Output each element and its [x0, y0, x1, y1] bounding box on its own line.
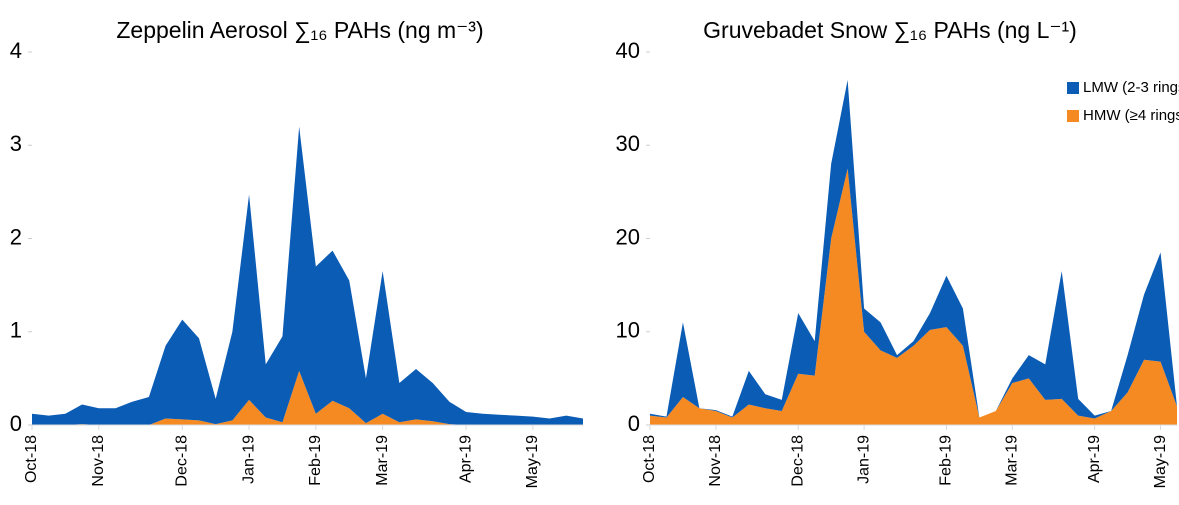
x-tick-label: Dec-18 — [789, 435, 806, 487]
y-tick-label: 2 — [10, 224, 22, 249]
chart-title: Gruvebadet Snow ∑₁₆ PAHs (ng L⁻¹) — [703, 17, 1077, 43]
x-tick-label: Nov-18 — [707, 435, 724, 487]
y-tick-label: 4 — [10, 38, 22, 63]
area — [32, 126, 583, 425]
legend-label: HMW (≥4 rings) — [1083, 107, 1179, 124]
y-tick-label: 30 — [616, 131, 640, 156]
x-tick-label: Apr-19 — [457, 435, 474, 483]
x-tick-label: Jan-19 — [240, 435, 257, 484]
legend-label: LMW (2-3 rings) — [1083, 79, 1179, 96]
x-tick-label: Oct-18 — [23, 435, 40, 483]
legend-swatch — [1067, 110, 1079, 122]
x-tick-label: May-19 — [524, 435, 541, 488]
x-tick-label: Mar-19 — [374, 435, 391, 486]
y-tick-label: 20 — [616, 224, 640, 249]
x-tick-label: May-19 — [1152, 435, 1169, 488]
x-tick-label: Oct-18 — [641, 435, 658, 483]
y-tick-label: 3 — [10, 131, 22, 156]
y-tick-label: 0 — [10, 411, 22, 436]
x-tick-label: Nov-18 — [90, 435, 107, 487]
x-tick-label: Jan-19 — [855, 435, 872, 484]
x-tick-label: Mar-19 — [1004, 435, 1021, 486]
area — [650, 168, 1177, 425]
x-tick-label: Apr-19 — [1086, 435, 1103, 483]
chart-title: Zeppelin Aerosol ∑₁₆ PAHs (ng m⁻³) — [116, 17, 483, 43]
x-tick-label: Feb-19 — [938, 435, 955, 486]
y-tick-label: 1 — [10, 318, 22, 343]
y-tick-label: 0 — [628, 411, 640, 436]
area — [650, 79, 1177, 419]
x-tick-label: Dec-18 — [173, 435, 190, 487]
legend-swatch — [1067, 82, 1079, 94]
area — [32, 370, 583, 425]
y-tick-label: 40 — [616, 38, 640, 63]
x-tick-label: Feb-19 — [307, 435, 324, 486]
y-tick-label: 10 — [616, 318, 640, 343]
